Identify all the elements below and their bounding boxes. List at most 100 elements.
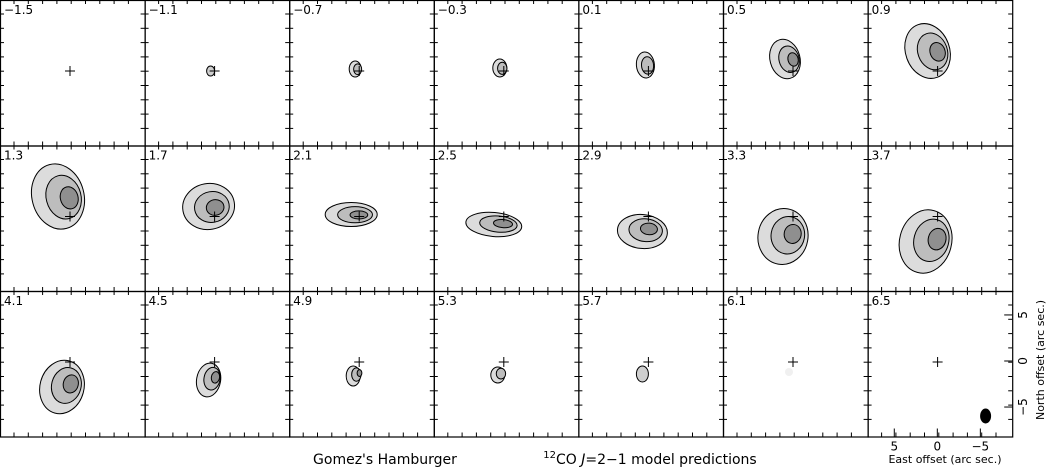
velocity-label: 2.9 [582, 148, 601, 162]
center-cross [65, 357, 75, 367]
velocity-label: 0.5 [727, 3, 746, 17]
panel: 5.7 [578, 290, 725, 438]
panel-frame [433, 0, 580, 147]
velocity-label: −0.7 [293, 3, 322, 17]
panel-frame [433, 290, 580, 438]
center-cross [788, 357, 798, 367]
panel: 6.5 [867, 290, 1014, 438]
center-cross [498, 211, 509, 222]
center-cross [209, 211, 220, 222]
emission-contour [210, 371, 221, 384]
panel: 0.9 [867, 0, 1014, 147]
panel-frame [144, 0, 291, 147]
panel: 3.3 [722, 145, 869, 293]
center-cross [788, 66, 798, 76]
panel: 0.5 [722, 0, 869, 147]
caption-right: 12CO J=2−1 model predictions [543, 450, 756, 468]
velocity-label: 5.3 [438, 294, 457, 308]
velocity-label: 0.1 [582, 3, 601, 17]
emission-contour [639, 222, 658, 236]
caption-sup: 12 [543, 450, 556, 461]
panel-frame [289, 0, 435, 147]
panel: −1.5 [0, 0, 146, 147]
emission-contour [929, 42, 946, 62]
center-cross [643, 66, 654, 76]
center-cross [643, 357, 654, 367]
emission-contour [783, 223, 802, 244]
panel: 1.7 [144, 145, 291, 293]
center-cross [932, 66, 943, 76]
center-cross [788, 211, 798, 222]
velocity-label: 5.7 [582, 294, 601, 308]
caption-rest: =2−1 model predictions [585, 452, 756, 468]
caption-italic: J [578, 452, 585, 468]
center-cross [354, 211, 365, 222]
emission-contour [927, 227, 947, 251]
emission-contour [59, 186, 79, 210]
velocity-label: 6.1 [727, 294, 746, 308]
panel: 0.1 [578, 0, 725, 147]
velocity-label: −1.1 [149, 3, 178, 17]
panel: −0.7 [289, 0, 435, 147]
center-cross [354, 66, 365, 76]
center-cross [209, 357, 220, 367]
panel: 4.9 [289, 290, 435, 438]
emission-contour [635, 365, 649, 383]
emission-contour [495, 367, 507, 380]
velocity-label: 2.5 [438, 148, 457, 162]
center-cross [209, 66, 220, 76]
x-tick-label: 5 [890, 440, 898, 454]
emission-contour [205, 199, 225, 216]
y-tick-label: 0 [1016, 357, 1030, 365]
center-cross [65, 211, 75, 222]
panel-frame [144, 290, 291, 438]
x-tick-label: −5 [972, 440, 990, 454]
panel: 2.5 [433, 145, 580, 293]
center-cross [498, 357, 509, 367]
panel-frame [0, 0, 146, 147]
emission-contour [787, 52, 799, 67]
x-tick-label: 0 [933, 440, 941, 454]
panel: 2.1 [289, 145, 435, 293]
velocity-label: 1.7 [149, 148, 168, 162]
panel: −1.1 [144, 0, 291, 147]
velocity-label: 6.5 [872, 294, 891, 308]
panel: 5.3 [433, 290, 580, 438]
emission-contour [356, 369, 363, 377]
velocity-label: 0.9 [872, 3, 891, 17]
emission-contour [785, 368, 793, 376]
emission-contour [353, 63, 363, 76]
panel-frame [722, 290, 869, 438]
panel: 1.3 [0, 145, 146, 293]
emission-contour [497, 61, 508, 75]
y-tick-label: −5 [1016, 398, 1030, 416]
center-cross [932, 211, 943, 222]
panel: 4.5 [144, 290, 291, 438]
y-axis-label: North offset (arc sec.) [1034, 300, 1047, 420]
panel: −0.3 [433, 0, 580, 147]
panel-frame [867, 290, 1014, 438]
velocity-label: −1.5 [4, 3, 33, 17]
velocity-label: 3.3 [727, 148, 746, 162]
center-cross [932, 357, 943, 367]
beam [980, 408, 992, 424]
panel-frame [289, 290, 435, 438]
velocity-label: 4.1 [4, 294, 23, 308]
center-cross [65, 66, 75, 76]
caption-left: Gomez's Hamburger [313, 452, 457, 468]
panel: 3.7 [867, 145, 1014, 293]
velocity-label: 4.5 [149, 294, 168, 308]
velocity-label: 2.1 [293, 148, 312, 162]
panel: 6.1 [722, 290, 869, 438]
center-cross [354, 357, 365, 367]
velocity-label: −0.3 [438, 3, 467, 17]
emission-contour [62, 374, 79, 394]
velocity-label: 3.7 [872, 148, 891, 162]
center-cross [498, 66, 509, 76]
center-cross [643, 211, 654, 222]
velocity-label: 1.3 [4, 148, 23, 162]
panel-frame [578, 290, 725, 438]
velocity-label: 4.9 [293, 294, 312, 308]
panel: 4.1 [0, 290, 146, 438]
